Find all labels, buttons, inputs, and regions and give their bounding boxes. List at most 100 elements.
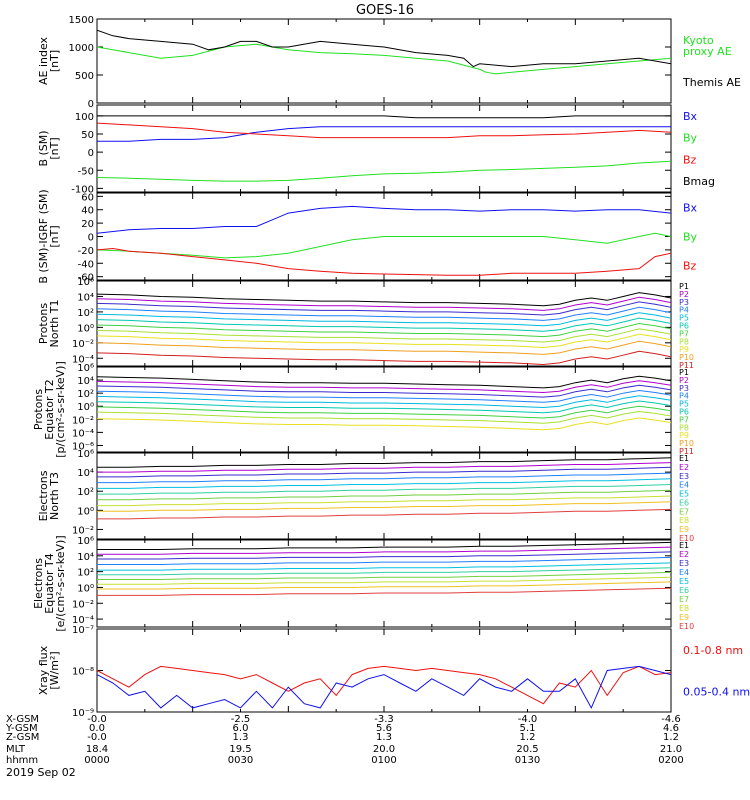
- channel-label: E1: [679, 454, 689, 463]
- panel-ae: 0 500 1000 1500 AE index[nT] Kyoto proxy AE The…: [37, 15, 741, 110]
- y-tick-label: 10⁻²: [72, 599, 94, 610]
- x-tick-label: 4.6: [663, 723, 679, 734]
- x-axis-table: X-GSMY-GSMZ-GSMMLThhmm-0.00.0-0.018.4000…: [5, 714, 684, 766]
- series-line-p5: [97, 312, 671, 327]
- x-tick-label: 0030: [228, 755, 253, 766]
- series-line-e7: [97, 489, 671, 501]
- series-line-p9: [97, 333, 671, 349]
- series-line-p6: [97, 400, 671, 414]
- x-tick-label: -0.0: [87, 732, 107, 743]
- y-tick-label: -20: [78, 246, 94, 257]
- series-line-p7: [97, 322, 671, 338]
- x-tick-label: 1.2: [663, 732, 679, 743]
- y-tick-label: 10²: [77, 487, 94, 498]
- y-tick-label: 1500: [69, 15, 94, 26]
- x-row-label: Z-GSM: [6, 732, 39, 743]
- channel-label: E9: [679, 525, 689, 534]
- channel-label: P11: [679, 447, 694, 456]
- y-tick-label: 10²: [77, 568, 94, 579]
- y-tick-label: 10⁻⁴: [72, 615, 94, 626]
- y-tick-label: 10⁶: [77, 449, 94, 460]
- channel-label: P4: [679, 306, 689, 315]
- channel-label: P7: [679, 415, 689, 424]
- series-line-p4: [97, 306, 671, 321]
- y-tick-label: 10⁰: [77, 323, 94, 334]
- y-tick-label: -40: [78, 259, 94, 270]
- channel-label: E6: [679, 498, 689, 507]
- legend-label: Kyoto proxy AE: [683, 34, 732, 58]
- series-line-e7: [97, 571, 671, 580]
- channel-label: E3: [679, 472, 689, 481]
- y-tick-label: 10⁻⁴: [72, 354, 94, 365]
- series-line-p10: [97, 340, 671, 355]
- panel-pe: 10⁻⁶ 10⁻⁴ 10⁻² 10⁰ 10² 10⁴ 10⁶ ProtonsEquator T…: [32, 361, 694, 458]
- channel-label: P4: [679, 392, 689, 401]
- plot-date: 2019 Sep 02: [6, 766, 76, 779]
- channel-label: P5: [679, 400, 689, 409]
- plot-area: [97, 292, 671, 366]
- channel-label: E8: [679, 604, 689, 613]
- legend-label: Bx: [683, 202, 698, 215]
- x-tick-label: 1.3: [376, 732, 392, 743]
- channel-label: P7: [679, 329, 689, 338]
- series-line-p7: [97, 405, 671, 419]
- plot-title: GOES-16: [356, 3, 414, 18]
- x-tick-label: 5.1: [520, 723, 536, 734]
- y-tick-label: 10²: [77, 308, 94, 319]
- legend-label: 0.1-0.8 nm: [683, 644, 743, 657]
- channel-label: E8: [679, 516, 689, 525]
- y-tick-label: -100: [71, 184, 94, 195]
- series-line-e4: [97, 556, 671, 565]
- x-tick-label: -4.6: [661, 714, 681, 725]
- y-tick-label: 10⁻²: [72, 525, 94, 536]
- y-axis-label: Xray flux[W/m²]: [37, 645, 61, 695]
- plot-area: [97, 457, 671, 520]
- series-line-bmag: [97, 115, 671, 119]
- panel-bigrf: -60 -40 -20 0 20 40 60 B (SM)-IGRF (SM)[nT] Bx By…: [37, 189, 698, 283]
- series-line-bx: [97, 205, 671, 234]
- channel-label: P2: [679, 290, 689, 299]
- y-axis-label: ProtonsNorth T1: [37, 300, 61, 348]
- plot-area: [97, 375, 671, 431]
- series-line-0-05-0-4-nm: [97, 665, 671, 710]
- y-tick-label: 20: [81, 219, 94, 230]
- legend-label: Bx: [683, 110, 698, 123]
- panel-frame: [96, 280, 672, 367]
- series-line-bx: [97, 126, 671, 142]
- series-line-e8: [97, 576, 671, 585]
- channel-label: E1: [679, 541, 689, 550]
- x-tick-label: 0130: [515, 755, 540, 766]
- y-tick-label: 10⁶: [77, 363, 94, 374]
- legend-label: By: [683, 231, 698, 244]
- series-line-e3: [97, 551, 671, 560]
- channel-label: E4: [679, 568, 689, 577]
- legend-label: By: [683, 132, 698, 145]
- panel-frame: [96, 628, 672, 713]
- plot-area: [97, 541, 671, 596]
- panel-frame: [96, 18, 672, 104]
- y-tick-label: -60: [78, 273, 94, 284]
- y-tick-label: 10⁴: [77, 468, 94, 479]
- series-line-by: [97, 232, 671, 259]
- y-tick-label: 10²: [77, 389, 94, 400]
- series-line-e6: [97, 484, 671, 495]
- series-line-p6: [97, 317, 671, 332]
- x-tick-label: -3.3: [374, 714, 394, 725]
- x-tick-label: 1.3: [233, 732, 249, 743]
- series-line-p2: [97, 380, 671, 394]
- panel-ee: 10⁻⁴ 10⁻² 10⁰ 10² 10⁴ 10⁶ ElectronsEquator T4[…: [32, 535, 694, 631]
- x-tick-label: 0100: [371, 755, 396, 766]
- channel-label: P6: [679, 322, 689, 331]
- legend-label: Themis AE: [682, 76, 741, 89]
- y-axis-label: AE index[nT]: [37, 36, 61, 85]
- y-tick-label: 0: [88, 233, 94, 244]
- y-axis-label: ProtonsEquator T2[p/(cm²-s-sr-keV)]: [32, 361, 67, 458]
- y-tick-label: 10⁴: [77, 292, 94, 303]
- channel-label: P9: [679, 345, 689, 354]
- series-line-e9: [97, 581, 671, 590]
- series-line-by: [97, 160, 671, 182]
- series-line-e5: [97, 478, 671, 489]
- y-tick-label: 10⁻⁴: [72, 428, 94, 439]
